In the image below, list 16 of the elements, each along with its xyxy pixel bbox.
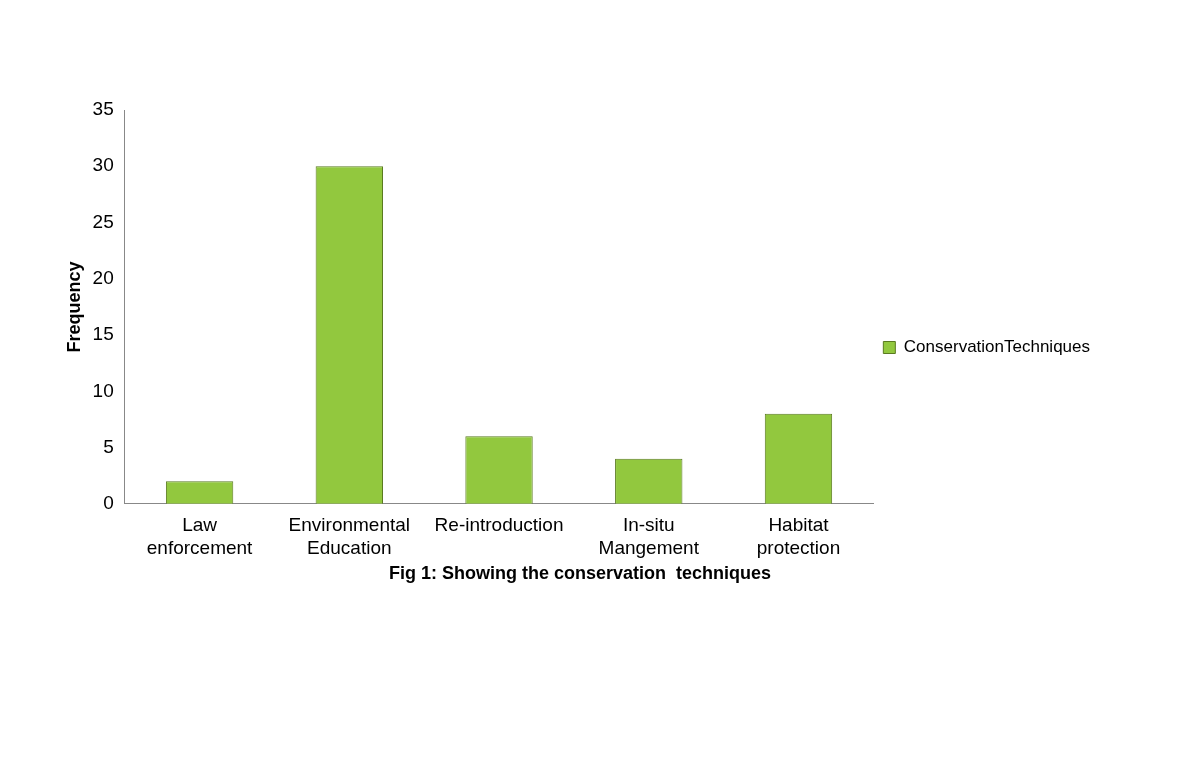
y-tick-label: 35 <box>92 98 114 120</box>
y-tick-label: 20 <box>92 267 114 289</box>
y-tick-label: 25 <box>92 210 114 232</box>
y-tick-label: 30 <box>92 154 114 176</box>
text: Fig 1: Showing the conservation techniques <box>388 563 772 584</box>
x-tick-label: Law enforcement <box>146 514 254 559</box>
x-tick-label: Re-introduction <box>434 514 564 536</box>
y-tick-label: 10 <box>92 379 114 401</box>
y-axis-title: Frequency <box>63 261 84 353</box>
y-tick-label: 15 <box>92 323 114 345</box>
x-tick-label: Habitat protection <box>756 514 841 559</box>
x-tick-label: Environmental Education <box>288 514 411 559</box>
x-tick-label: In-situ Mangement <box>598 514 700 559</box>
y-tick-label: 0 <box>103 492 114 514</box>
y-tick-label: 5 <box>103 435 114 457</box>
legend-label: ConservationTechniques <box>903 337 1090 357</box>
